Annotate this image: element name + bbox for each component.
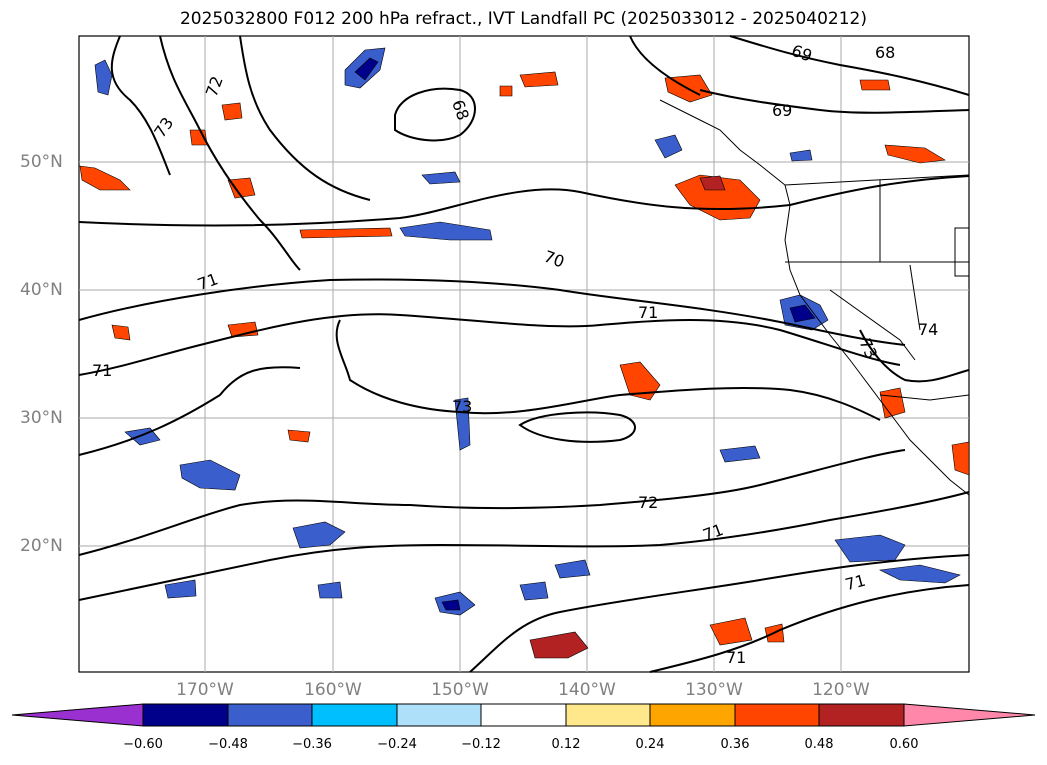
contour-label: 73: [452, 397, 472, 416]
lon-label: 140°W: [558, 680, 616, 700]
colorbar-tick: 0.60: [889, 737, 919, 752]
contour-label: 69: [772, 101, 792, 120]
colorbar-tick: −0.48: [208, 737, 248, 752]
lon-label: 160°W: [304, 680, 362, 700]
lon-label: 130°W: [685, 680, 743, 700]
colorbar: [11, 703, 1036, 727]
colorbar-bin: [818, 703, 905, 727]
colorbar-tick: −0.36: [292, 737, 332, 752]
colorbar-bin: [480, 703, 567, 727]
colorbar-bin: [565, 703, 651, 727]
colorbar-bin: [649, 703, 736, 727]
colorbar-bin: [396, 703, 482, 727]
colorbar-bin: [227, 703, 313, 727]
colorbar-tick: −0.60: [123, 737, 163, 752]
lat-label: 50°N: [20, 152, 63, 172]
contour-label: 68: [875, 43, 895, 62]
contour-label: 71: [638, 303, 658, 322]
lat-label: 20°N: [20, 536, 63, 556]
lat-label: 40°N: [20, 280, 63, 300]
contour-label: 74: [918, 320, 938, 339]
coastlines: [659, 99, 970, 496]
lon-label: 150°W: [431, 680, 489, 700]
lon-label: 120°W: [812, 680, 870, 700]
colorbar-tick: −0.24: [377, 737, 417, 752]
lon-label: 170°W: [176, 680, 234, 700]
lat-label: 30°N: [20, 408, 63, 428]
colorbar-tick: −0.12: [461, 737, 501, 752]
colorbar-bin: [142, 703, 229, 727]
colorbar-tick: 0.24: [635, 737, 665, 752]
colorbar-tick: 0.12: [551, 737, 581, 752]
contour-label: 72: [638, 493, 658, 512]
colorbar-tick: 0.48: [804, 737, 834, 752]
colorbar-under: [11, 703, 144, 727]
colorbar-bin: [311, 703, 398, 727]
contour-lines: [78, 35, 970, 673]
colorbar-over: [903, 703, 1036, 727]
contour-label: 71: [92, 361, 112, 380]
colorbar-tick: 0.36: [720, 737, 750, 752]
map-title: 2025032800 F012 200 hPa refract., IVT La…: [179, 9, 867, 29]
colorbar-bin: [734, 703, 820, 727]
contour-label: 71: [726, 648, 746, 667]
contour-label: 71: [843, 571, 868, 595]
map-frame: [78, 35, 970, 673]
